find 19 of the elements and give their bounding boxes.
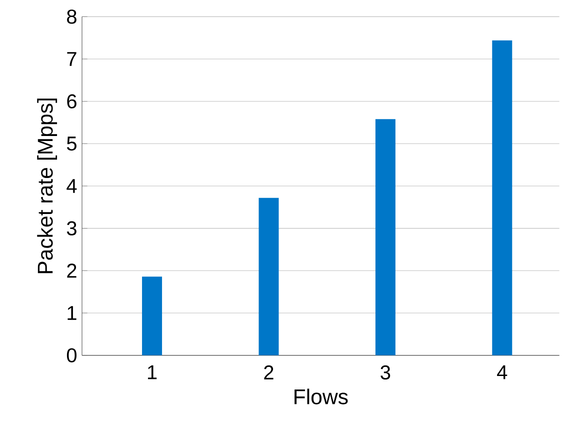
y-tick-label: 0 — [66, 348, 76, 362]
x-axis-title: Flows — [294, 388, 348, 404]
y-tick-label: 2 — [67, 264, 76, 278]
y-tick-label: 8 — [67, 10, 76, 24]
x-tick-label: 4 — [497, 365, 508, 380]
y-tick-label: 5 — [66, 136, 76, 151]
bar — [492, 40, 512, 356]
y-tick-label: 3 — [66, 221, 76, 236]
y-tick-label: 7 — [67, 52, 76, 66]
y-tick-label: 1 — [68, 306, 76, 320]
y-axis-title: Packet rate [Mpps] — [37, 98, 58, 274]
x-tick-label: 1 — [148, 365, 157, 380]
y-tick-label: 4 — [66, 179, 77, 193]
x-tick-label: 2 — [264, 365, 274, 380]
x-tick-label: 3 — [380, 365, 390, 380]
bar — [142, 276, 162, 356]
y-tick-label: 6 — [67, 94, 76, 108]
bar — [375, 119, 396, 356]
bar — [258, 198, 279, 356]
